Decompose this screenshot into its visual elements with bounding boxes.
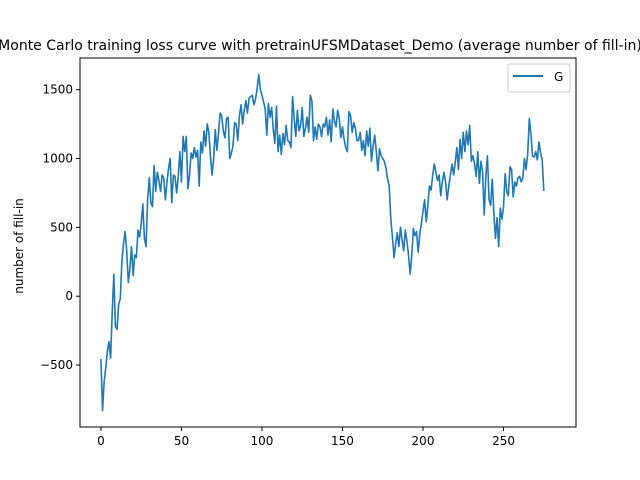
x-tick-label: 250: [492, 434, 515, 448]
legend: G: [507, 63, 571, 93]
legend-label-g: G: [554, 70, 563, 84]
x-tick-label: 0: [97, 434, 105, 448]
x-tick-label: 150: [331, 434, 354, 448]
y-tick-label: 500: [50, 220, 73, 234]
y-tick-label: 1000: [42, 152, 73, 166]
y-axis-label: number of fill-in: [12, 198, 26, 294]
y-axis: −500 0 500 1000 1500: [40, 83, 80, 372]
y-tick-label: 0: [65, 289, 73, 303]
y-tick-label: 1500: [42, 83, 73, 97]
x-axis: 0 50 100 150 200 250: [97, 427, 515, 448]
series-line-g: [100, 73, 545, 412]
plot-area: [79, 57, 577, 428]
y-tick-label: −500: [40, 358, 73, 372]
x-tick-label: 100: [251, 434, 274, 448]
plot-frame: [79, 57, 577, 428]
chart-title: Monte Carlo training loss curve with pre…: [0, 38, 640, 54]
legend-box: [507, 63, 571, 93]
x-tick-label: 50: [174, 434, 189, 448]
series-layer: [100, 73, 545, 412]
x-tick-label: 200: [412, 434, 435, 448]
